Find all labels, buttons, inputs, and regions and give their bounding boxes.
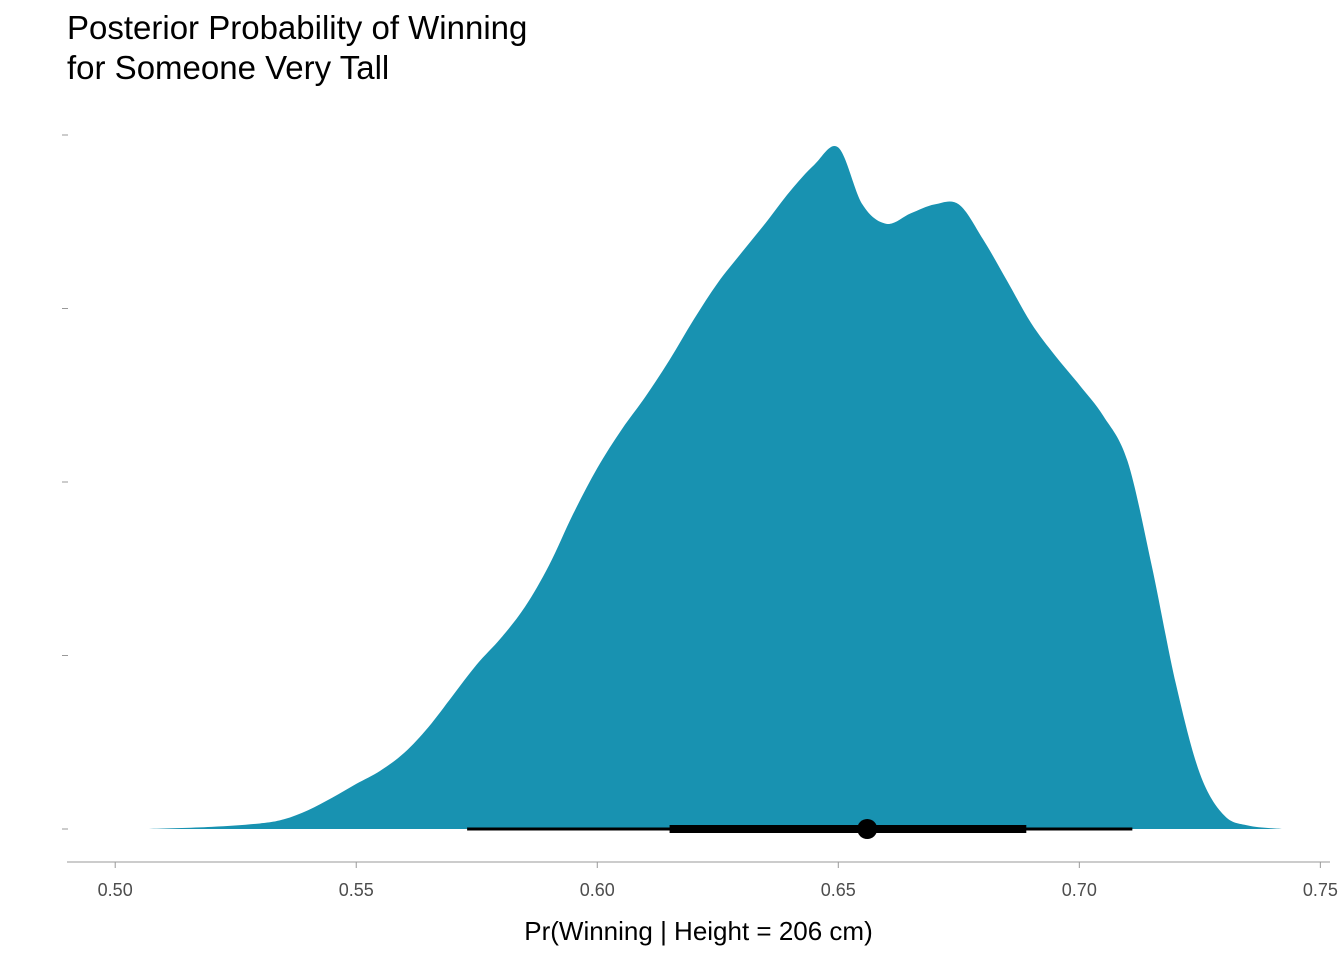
interval-bars: [467, 819, 1133, 839]
x-tick-label-5: 0.75: [1303, 880, 1338, 900]
x-axis-ticks: 0.50 0.55 0.60 0.65 0.70 0.75: [98, 862, 1338, 900]
y-axis-ticks: [62, 134, 68, 830]
x-tick-label-3: 0.65: [821, 880, 856, 900]
x-tick-label-4: 0.70: [1062, 880, 1097, 900]
chart-title-line-2: for Someone Very Tall: [67, 49, 390, 86]
density-area: [148, 145, 1282, 830]
x-tick-label-1: 0.55: [339, 880, 374, 900]
point-estimate-dot: [857, 819, 878, 839]
x-tick-label-2: 0.60: [580, 880, 615, 900]
chart-title-line-1: Posterior Probability of Winning: [67, 9, 528, 46]
chart-title: Posterior Probability of Winning for Som…: [67, 8, 527, 88]
x-tick-label-0: 0.50: [98, 880, 133, 900]
x-axis-title: Pr(Winning | Height = 206 cm): [524, 916, 873, 946]
